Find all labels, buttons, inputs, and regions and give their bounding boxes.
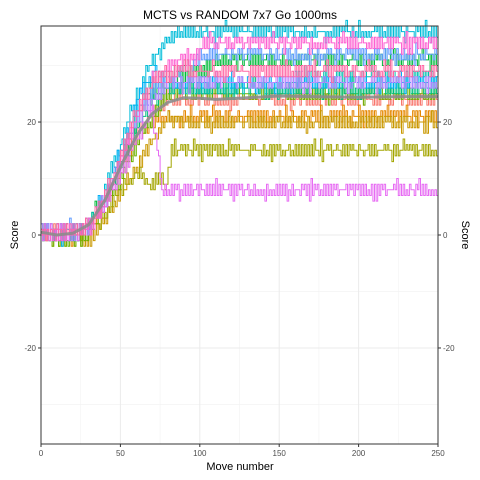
y-tick-label-right: -20: [443, 344, 455, 353]
x-tick-label: 150: [273, 449, 287, 458]
y-axis-label-left: Score: [9, 221, 21, 250]
y-tick-label-right: 0: [443, 231, 448, 240]
x-tick-label: 250: [431, 449, 445, 458]
smooth-line: [40, 94, 438, 237]
x-axis-label: Move number: [206, 461, 274, 473]
y-tick-label-left: 0: [32, 231, 37, 240]
y-tick-label-left: 20: [27, 118, 36, 127]
x-tick-label: 50: [116, 449, 125, 458]
series-line: [41, 138, 439, 242]
series-line: [41, 110, 439, 247]
x-tick-label: 100: [193, 449, 207, 458]
y-tick-label-left: -20: [24, 344, 36, 353]
y-tick-label-right: 20: [443, 118, 452, 127]
chart-title: MCTS vs RANDOM 7x7 Go 1000ms: [143, 8, 337, 22]
x-tick-label: 200: [352, 449, 366, 458]
y-axis-label-right: Score: [459, 221, 471, 250]
ticks: 0 50 100 150 200 250 -20 -20 0 0 20 20: [24, 118, 455, 458]
series-line: [41, 19, 439, 242]
series-lines: [40, 19, 439, 247]
x-tick-label: 0: [39, 449, 44, 458]
